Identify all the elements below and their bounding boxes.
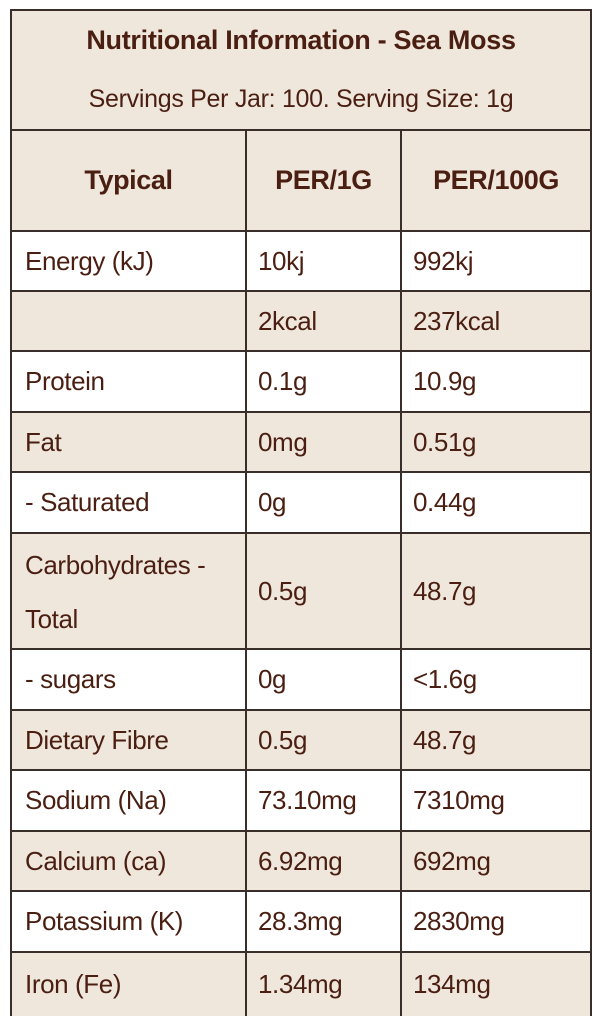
nutrient-name: - Saturated xyxy=(25,487,150,517)
value-per-1g: 10kj xyxy=(245,232,400,290)
nutrient-name: Carbohydrates - Total xyxy=(25,550,206,634)
nutrient-name: Dietary Fibre xyxy=(25,724,169,755)
table-row: - sugars 0g <1.6g xyxy=(12,650,590,711)
value-per-100g: 48.7g xyxy=(400,534,590,648)
table-row: Fat 0mg 0.51g xyxy=(12,413,590,473)
value-per-1g: 0.5g xyxy=(245,711,400,769)
value-per-1g: 0g xyxy=(245,473,400,532)
nutrient-name: Energy (kJ) xyxy=(25,245,154,276)
nutrient-name xyxy=(12,292,245,350)
value-per-100g: 692mg xyxy=(400,832,590,890)
table-row: Energy (kJ) 10kj 992kj xyxy=(12,232,590,292)
value-per-1g: 6.92mg xyxy=(245,832,400,890)
column-header-per-1g: PER/1G xyxy=(245,131,400,230)
table-row: Carbohydrates - Total 0.5g 48.7g xyxy=(12,534,590,650)
column-header-per-100g: PER/100G xyxy=(400,131,590,230)
nutrition-table: Typical PER/1G PER/100G Energy (kJ) 10kj… xyxy=(12,131,590,1016)
serving-info: Servings Per Jar: 100. Serving Size: 1g xyxy=(88,85,514,113)
value-per-1g: 28.3mg xyxy=(245,892,400,951)
value-per-100g: 7310mg xyxy=(400,771,590,830)
value-per-1g: 2kcal xyxy=(245,292,400,350)
nutrient-name: Protein xyxy=(25,366,105,396)
table-row: - Saturated 0g 0.44g xyxy=(12,473,590,534)
value-per-1g: 73.10mg xyxy=(245,771,400,830)
value-per-100g: 237kcal xyxy=(400,292,590,350)
value-per-100g: <1.6g xyxy=(400,650,590,709)
table-row: Dietary Fibre 0.5g 48.7g xyxy=(12,711,590,771)
value-per-1g: 0mg xyxy=(245,413,400,471)
value-per-100g: 48.7g xyxy=(400,711,590,769)
nutrient-name: Potassium (K) xyxy=(25,906,184,936)
value-per-1g: 0.5g xyxy=(245,534,400,648)
nutrient-name: Fat xyxy=(25,426,62,457)
value-per-100g: 134mg xyxy=(400,953,590,1016)
table-title: Nutritional Information - Sea Moss xyxy=(86,25,516,55)
nutrient-name: Sodium (Na) xyxy=(25,785,167,815)
value-per-100g: 10.9g xyxy=(400,352,590,411)
column-header-typical: Typical xyxy=(84,165,173,195)
table-row: Iron (Fe) 1.34mg 134mg xyxy=(12,953,590,1016)
column-header-row: Typical PER/1G PER/100G xyxy=(12,131,590,232)
value-per-100g: 992kj xyxy=(400,232,590,290)
table-row: Potassium (K) 28.3mg 2830mg xyxy=(12,892,590,953)
table-header-block: Nutritional Information - Sea Moss Servi… xyxy=(12,11,590,131)
nutrient-name: - sugars xyxy=(25,664,116,694)
value-per-1g: 0g xyxy=(245,650,400,709)
value-per-100g: 0.51g xyxy=(400,413,590,471)
nutrient-name: Calcium (ca) xyxy=(25,845,167,876)
nutrient-name: Iron (Fe) xyxy=(25,969,122,999)
table-row: Protein 0.1g 10.9g xyxy=(12,352,590,413)
table-row: 2kcal 237kcal xyxy=(12,292,590,352)
value-per-1g: 0.1g xyxy=(245,352,400,411)
table-row: Sodium (Na) 73.10mg 7310mg xyxy=(12,771,590,832)
nutrition-panel: Nutritional Information - Sea Moss Servi… xyxy=(10,9,592,1016)
table-row: Calcium (ca) 6.92mg 692mg xyxy=(12,832,590,892)
value-per-1g: 1.34mg xyxy=(245,953,400,1016)
value-per-100g: 2830mg xyxy=(400,892,590,951)
value-per-100g: 0.44g xyxy=(400,473,590,532)
